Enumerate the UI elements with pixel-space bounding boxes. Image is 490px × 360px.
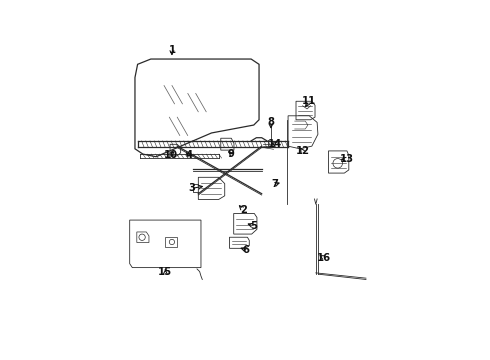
Text: 13: 13 <box>340 154 354 165</box>
Text: 9: 9 <box>228 149 235 159</box>
Text: 15: 15 <box>158 267 172 277</box>
Text: 12: 12 <box>295 147 310 157</box>
Text: 2: 2 <box>240 204 246 215</box>
Text: 6: 6 <box>243 245 249 255</box>
Text: 3: 3 <box>188 183 195 193</box>
Text: 4: 4 <box>186 150 193 161</box>
Text: 16: 16 <box>317 253 331 262</box>
Text: 8: 8 <box>268 117 274 127</box>
Text: 10: 10 <box>164 150 178 159</box>
Text: 5: 5 <box>250 221 257 231</box>
Text: 11: 11 <box>302 96 317 106</box>
Text: 1: 1 <box>169 45 175 55</box>
Text: 7: 7 <box>271 179 278 189</box>
Text: 14: 14 <box>268 139 282 149</box>
